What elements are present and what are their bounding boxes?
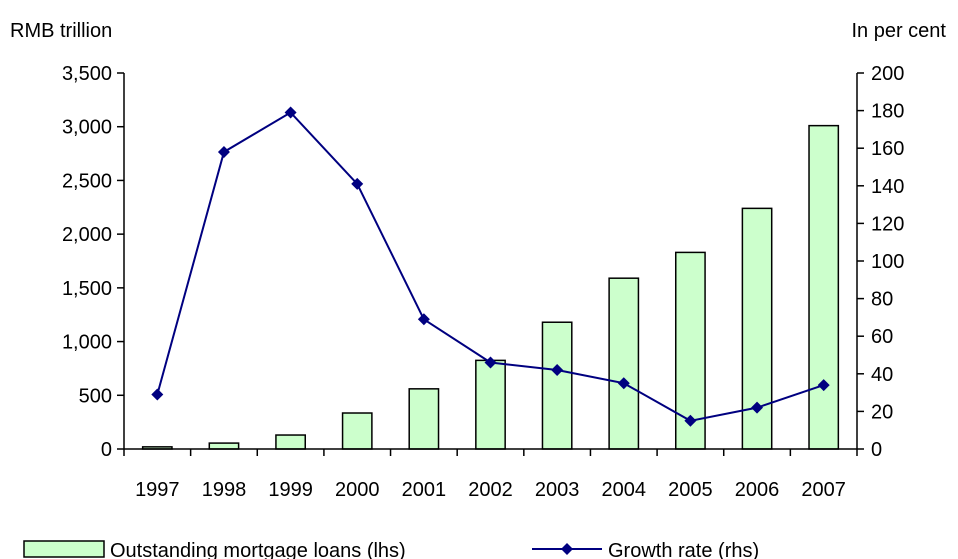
left-tick-label: 500	[79, 385, 112, 407]
legend-bar-swatch	[23, 540, 105, 558]
left-tick-label: 2,000	[62, 224, 112, 246]
growth-point-2004	[617, 377, 630, 390]
left-tick-label: 0	[101, 439, 112, 461]
right-tick-label: 20	[871, 401, 893, 423]
bar-2004	[608, 277, 640, 450]
x-tick-label: 1998	[202, 479, 247, 501]
legend: Outstanding mortgage loans (lhs) Growth …	[23, 540, 759, 559]
growth-point-2001	[417, 313, 430, 326]
right-tick-label: 40	[871, 364, 893, 386]
growth-point-1997	[151, 388, 164, 401]
x-tick-label: 2000	[335, 479, 380, 501]
right-axis-title: In per cent	[851, 20, 946, 42]
left-axis-title: RMB trillion	[10, 20, 112, 42]
growth-point-2002	[484, 356, 497, 369]
legend-line-marker-icon	[561, 543, 573, 555]
bar-2001	[408, 388, 440, 450]
right-tick-label: 60	[871, 326, 893, 348]
bar-2000	[341, 412, 373, 450]
plot-area: 0 500 1,000 1,500 2,000 2,500 3,000 3,500 0 20 40 6…	[62, 63, 904, 501]
growth-point-1999	[284, 106, 297, 119]
x-tick-label: 2005	[668, 479, 713, 501]
right-tick-label: 80	[871, 289, 893, 311]
x-tick-label: 2003	[535, 479, 580, 501]
left-tick-label: 2,500	[62, 170, 112, 192]
left-tick-label: 3,500	[62, 63, 112, 85]
right-tick-label: 160	[871, 138, 904, 160]
right-tick-label: 140	[871, 176, 904, 198]
left-tick-label: 3,000	[62, 117, 112, 139]
left-tick-label: 1,500	[62, 278, 112, 300]
growth-point-2000	[351, 177, 364, 190]
x-tick-label: 2004	[602, 479, 647, 501]
x-tick-label: 2006	[735, 479, 780, 501]
right-tick-label: 100	[871, 251, 904, 273]
x-tick-label: 2007	[801, 479, 846, 501]
growth-point-2007	[817, 379, 830, 392]
x-tick-label: 1997	[135, 479, 180, 501]
right-tick-label: 0	[871, 439, 882, 461]
right-tick-label: 120	[871, 213, 904, 235]
bar-2002	[475, 359, 506, 450]
right-tick-label: 200	[871, 63, 904, 85]
right-tick-label: 180	[871, 101, 904, 123]
growth-point-1998	[217, 145, 230, 158]
x-tick-label: 2001	[402, 479, 447, 501]
bar-1999	[275, 434, 307, 450]
legend-label-line: Growth rate (rhs)	[608, 540, 759, 559]
bar-1998	[208, 442, 240, 450]
growth-point-2003	[551, 364, 564, 377]
left-tick-label: 1,000	[62, 332, 112, 354]
growth-point-2005	[684, 414, 697, 427]
bar-2007	[808, 124, 840, 450]
bar-2003	[541, 321, 573, 450]
x-tick-label: 1999	[268, 479, 313, 501]
growth-point-2006	[751, 401, 764, 414]
x-tick-label: 2002	[468, 479, 513, 501]
legend-label-bars: Outstanding mortgage loans (lhs)	[110, 540, 406, 559]
